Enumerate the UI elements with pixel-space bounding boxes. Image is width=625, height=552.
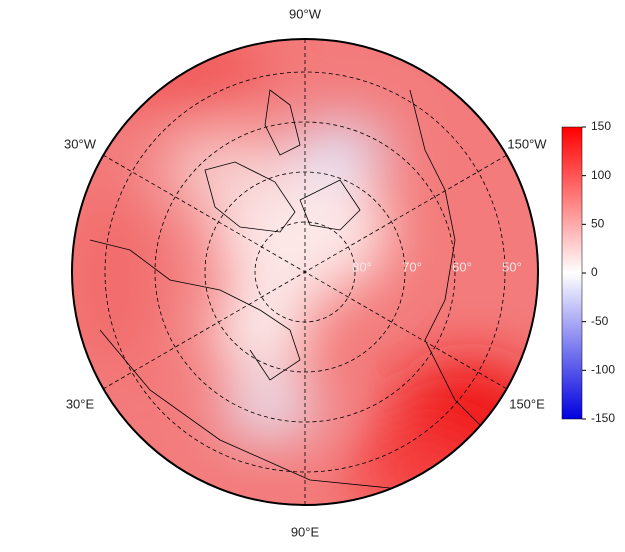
field (72, 39, 538, 505)
colorbar-tick-label: 150 (591, 119, 611, 133)
latitude-label: 60° (452, 259, 472, 274)
graticule (102, 39, 508, 505)
longitude-label: 30°W (64, 136, 97, 151)
longitude-label: 30°E (66, 396, 95, 411)
colorbar (561, 126, 583, 420)
colorbar-tick-label: 0 (591, 265, 598, 279)
map-boundary (71, 38, 539, 506)
longitude-label: 150°E (509, 396, 545, 411)
longitude-label: 90°E (291, 524, 320, 539)
longitude-label: 90°W (289, 6, 322, 21)
colorbar-tick-label: -100 (591, 363, 615, 377)
longitude-label: 150°W (507, 136, 547, 151)
latitude-label: 70° (402, 259, 422, 274)
colorbar-tick-label: 50 (591, 217, 605, 231)
colorbar-tick-label: 100 (591, 168, 611, 182)
colorbar-tick-label: -50 (591, 314, 609, 328)
latitude-label: 80° (352, 259, 372, 274)
colorbar-tick-label: -150 (591, 411, 615, 425)
latitude-label: 50° (502, 259, 522, 274)
coastlines (89, 89, 496, 491)
